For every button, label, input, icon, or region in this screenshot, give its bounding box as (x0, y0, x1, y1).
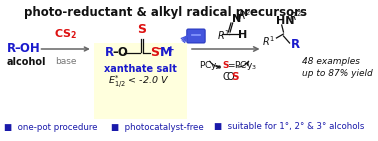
Text: R: R (105, 47, 114, 60)
Text: ■  suitable for 1°, 2° & 3° alcohols: ■ suitable for 1°, 2° & 3° alcohols (214, 123, 365, 132)
Text: H: H (238, 30, 247, 40)
Text: $R^1$: $R^1$ (262, 34, 275, 48)
Text: C: C (222, 72, 229, 82)
Text: O: O (226, 72, 234, 82)
Text: up to 87% yield: up to 87% yield (302, 69, 373, 78)
Text: $R^2$: $R^2$ (238, 8, 251, 22)
Text: $\mathbf{S}$: $\mathbf{S}$ (222, 60, 230, 70)
Text: N: N (232, 14, 241, 24)
Text: –O: –O (113, 47, 129, 60)
Text: $\mathbf{CS_2}$: $\mathbf{CS_2}$ (54, 27, 77, 41)
Text: $R^2$: $R^2$ (289, 9, 302, 23)
Text: M: M (160, 46, 172, 59)
Text: R: R (290, 38, 300, 50)
Text: HN: HN (276, 16, 295, 26)
Text: base: base (55, 57, 76, 66)
Bar (94, 43, 187, 119)
Text: S: S (150, 46, 160, 59)
Text: R: R (7, 42, 16, 56)
Text: –OH: –OH (14, 42, 40, 56)
Text: xanthate salt: xanthate salt (104, 64, 177, 74)
Text: $E_{1/2}^{*}$ < -2.0 V: $E_{1/2}^{*}$ < -2.0 V (108, 74, 169, 90)
Text: 48 examples: 48 examples (302, 57, 360, 66)
Text: S: S (231, 72, 239, 82)
Text: =PCy$_3$: =PCy$_3$ (226, 59, 257, 71)
FancyBboxPatch shape (187, 29, 205, 43)
Text: +: + (167, 45, 175, 53)
Text: photo-reductant & alkyl radical precursors: photo-reductant & alkyl radical precurso… (24, 6, 307, 19)
Text: alcohol: alcohol (7, 57, 46, 67)
Text: ■  photocatalyst-free: ■ photocatalyst-free (111, 123, 204, 132)
Text: ■  one-pot procedure: ■ one-pot procedure (5, 123, 98, 132)
Text: $R^1$: $R^1$ (217, 28, 230, 42)
Text: PCy$_3$: PCy$_3$ (200, 59, 222, 71)
Text: –: – (156, 44, 161, 54)
Text: S: S (137, 23, 146, 36)
